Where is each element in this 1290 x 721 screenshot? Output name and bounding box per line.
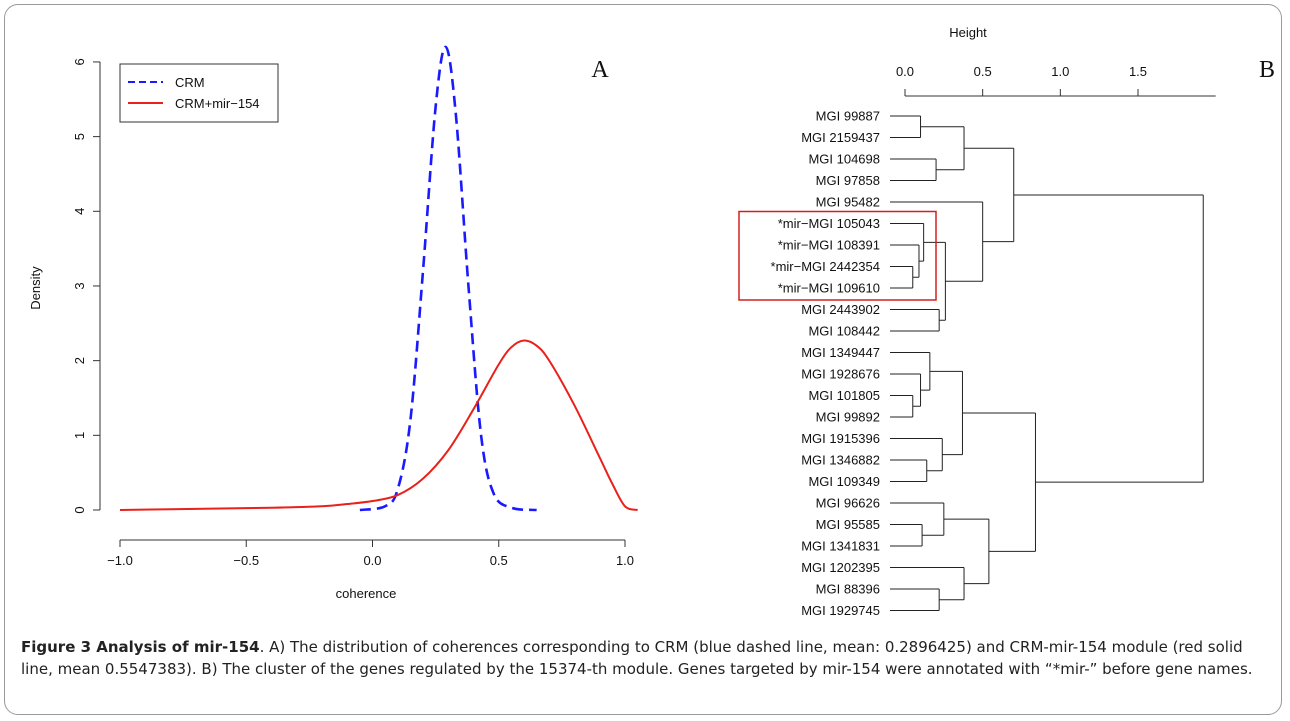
caption-label: Figure 3 Analysis of mir-154 — [21, 638, 260, 656]
leaf-label: MGI 1346882 — [801, 453, 880, 468]
y-tick-label: 3 — [72, 282, 87, 289]
x-tick-label: 0.0 — [363, 553, 381, 568]
leaf-label: MGI 2443902 — [801, 302, 880, 317]
leaf-label: MGI 95482 — [816, 195, 880, 210]
leaf-label: MGI 1341831 — [801, 539, 880, 554]
panel-label-b: B — [1259, 57, 1275, 83]
leaf-labels: MGI 99887 MGI 2159437 MGI 104698 MGI 97858 M… — [771, 109, 880, 619]
leaf-label: MGI 99892 — [816, 410, 880, 425]
leaf-label: *mir−MGI 105043 — [778, 216, 880, 231]
y-tick-label: 1 — [72, 432, 87, 439]
caption-text: . A) The distribution of coherences corr… — [21, 638, 1253, 678]
legend-box — [119, 63, 279, 123]
leaf-label: MGI 88396 — [816, 582, 880, 597]
y-axis-label: Density — [28, 266, 43, 310]
x-tick-label: −1.0 — [107, 553, 133, 568]
x-tick-label: 1.0 — [616, 553, 634, 568]
height-tick-label: 1.0 — [1051, 64, 1069, 79]
leaf-label: MGI 104698 — [808, 152, 880, 167]
leaf-label: MGI 109349 — [808, 474, 880, 489]
density-panel: A Density coherence −1.0 −0.5 0.0 0.5 1.0 0 1… — [28, 45, 638, 601]
x-tick-label: −0.5 — [233, 553, 259, 568]
leaf-label: MGI 1929745 — [801, 603, 880, 618]
crm-mir154-density-line — [119, 339, 638, 511]
leaf-label: MGI 1915396 — [801, 431, 880, 446]
y-tick-label: 0 — [72, 506, 87, 513]
x-tick-label: 0.5 — [490, 553, 508, 568]
height-tick-label: 0.0 — [896, 64, 914, 79]
height-tick-label: 0.5 — [974, 64, 992, 79]
leaf-label: *mir−MGI 108391 — [778, 238, 880, 253]
dendrogram-panel: B Height 0.0 0.5 1.0 1.5 MGI 99887 MGI 21594… — [738, 25, 1275, 619]
y-tick-label: 4 — [72, 208, 87, 215]
height-tick-label: 1.5 — [1129, 64, 1147, 79]
legend: CRM CRM+mir−154 — [119, 63, 279, 123]
density-lines — [119, 45, 638, 512]
leaf-label: MGI 108442 — [808, 324, 880, 339]
leaf-label: MGI 1202395 — [801, 560, 880, 575]
leaf-label: *mir−MGI 109610 — [778, 281, 880, 296]
y-tick-label: 5 — [72, 133, 87, 140]
leaf-label: MGI 99887 — [816, 109, 880, 124]
leaf-label: *mir−MGI 2442354 — [771, 259, 880, 274]
x-axis: −1.0 −0.5 0.0 0.5 1.0 — [107, 539, 634, 568]
x-axis-label: coherence — [336, 586, 397, 601]
leaf-label: MGI 2159437 — [801, 130, 880, 145]
y-tick-label: 6 — [72, 58, 87, 65]
height-axis: 0.0 0.5 1.0 1.5 — [896, 64, 1216, 97]
panel-label-a: A — [591, 57, 609, 83]
y-axis: 0 1 2 3 4 5 6 — [72, 58, 101, 514]
leaf-label: MGI 97858 — [816, 173, 880, 188]
height-axis-title: Height — [949, 25, 987, 40]
leaf-label: MGI 1349447 — [801, 345, 880, 360]
leaf-label: MGI 101805 — [808, 388, 880, 403]
leaf-label: MGI 1928676 — [801, 367, 880, 382]
leaf-label: MGI 95585 — [816, 517, 880, 532]
figure-caption: Figure 3 Analysis of mir-154. A) The dis… — [21, 636, 1271, 680]
crm-density-line — [359, 45, 537, 512]
y-tick-label: 2 — [72, 357, 87, 364]
legend-label-crm: CRM — [175, 75, 205, 90]
leaf-label: MGI 96626 — [816, 496, 880, 511]
mir-target-highlight-box — [738, 210, 937, 301]
legend-label-crm-mir154: CRM+mir−154 — [175, 96, 260, 111]
dendrogram-tree — [890, 115, 1204, 611]
